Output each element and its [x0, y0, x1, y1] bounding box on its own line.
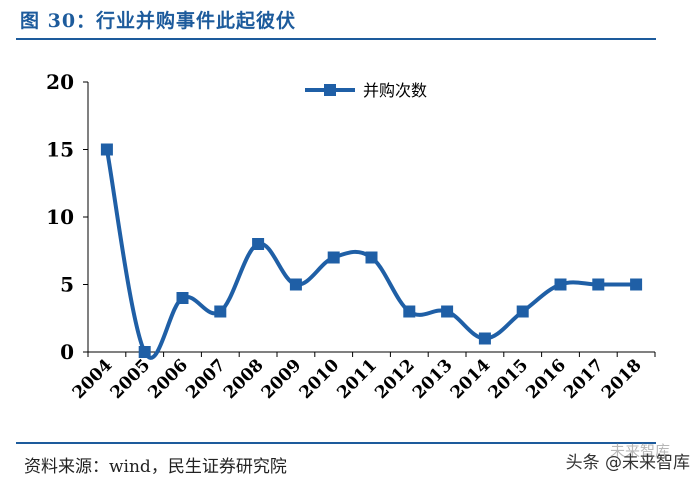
x-tick-label: 2014	[447, 355, 495, 403]
x-tick-label: 2005	[107, 355, 155, 403]
x-tick-label: 2007	[182, 355, 230, 403]
watermark-ghost-text: 未来智库	[609, 442, 670, 460]
x-tick-label: 2006	[144, 355, 192, 403]
x-tick-label: 2011	[333, 355, 381, 403]
legend-label: 并购次数	[363, 81, 427, 100]
data-point	[138, 346, 151, 358]
data-point	[630, 278, 643, 291]
data-point	[516, 305, 529, 318]
line-chart: 0 5 10 15 20 20042005200620072008200920102011…	[46, 70, 656, 403]
y-tick-label: 20	[46, 70, 74, 94]
x-tick-label: 2012	[371, 355, 419, 403]
source-note: 资料来源：wind，民生证券研究院	[24, 457, 287, 477]
data-point	[592, 278, 605, 291]
data-point	[289, 278, 302, 291]
data-point	[252, 238, 265, 250]
data-point	[441, 305, 454, 318]
x-tick-label: 2016	[522, 355, 570, 403]
data-point	[100, 143, 113, 156]
legend-marker	[324, 84, 336, 96]
x-tick-label: 2010	[296, 355, 344, 403]
watermark-text: 头条 @未来智库	[565, 453, 690, 473]
series-line	[104, 149, 637, 360]
data-point	[214, 305, 227, 318]
source-divider	[16, 442, 656, 444]
y-tick-label: 10	[46, 205, 74, 229]
title-divider	[16, 38, 656, 40]
data-point	[176, 292, 189, 304]
x-tick-label: 2013	[409, 355, 457, 403]
y-tick-label: 0	[60, 340, 74, 364]
x-tick-label: 2018	[598, 355, 646, 403]
x-tick-label: 2008	[220, 355, 268, 403]
figure-title: 图 30：行业并购事件此起彼伏	[20, 10, 297, 32]
y-tick-label: 15	[46, 138, 74, 162]
x-tick-label: 2017	[560, 355, 608, 403]
data-point	[478, 332, 491, 345]
x-tick-label: 2004	[69, 355, 117, 403]
data-point	[327, 251, 340, 264]
x-tick-label: 2015	[485, 355, 533, 403]
x-tick-label: 2009	[258, 355, 306, 403]
data-point	[403, 305, 416, 318]
data-point	[554, 278, 567, 291]
y-tick-label: 5	[60, 273, 74, 297]
data-point	[365, 251, 378, 264]
